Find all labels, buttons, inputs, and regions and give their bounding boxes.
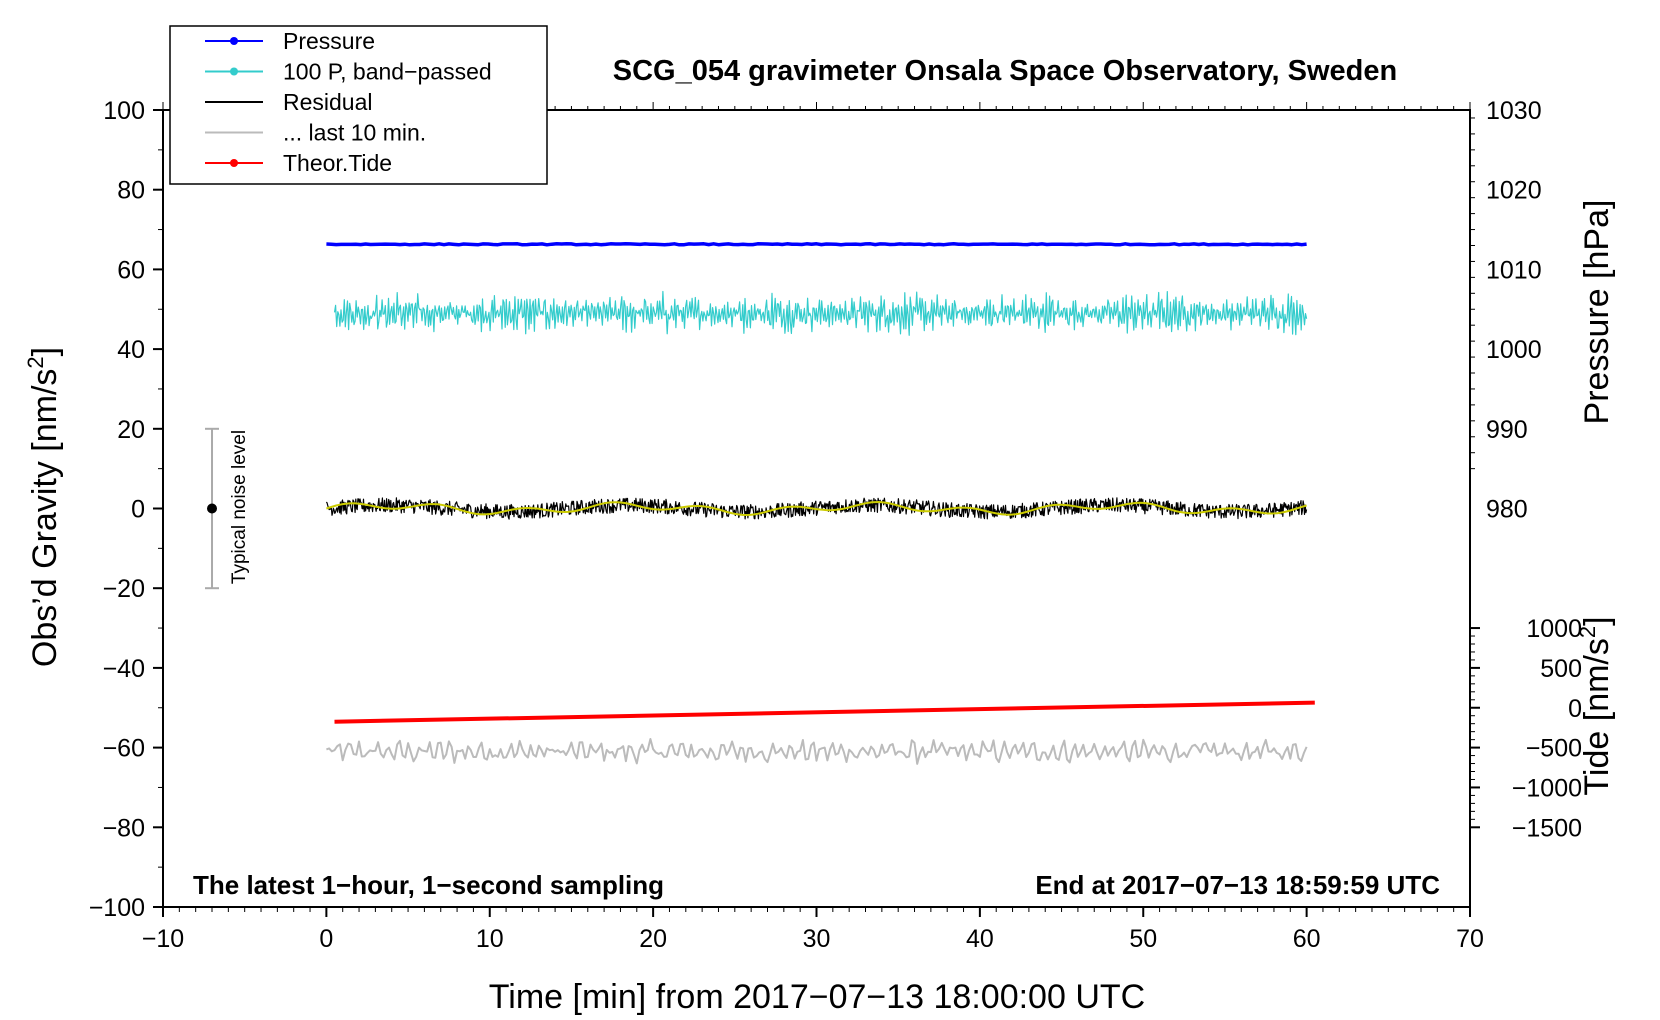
legend-marker <box>230 37 238 45</box>
x-tick-label: −10 <box>142 925 184 953</box>
tide-tick-label: −1500 <box>1512 814 1582 842</box>
y-tick-label: 100 <box>103 97 145 125</box>
y-axis-label-tide-sup: 2 <box>1575 626 1600 638</box>
y-tick-label: −60 <box>103 735 145 763</box>
legend-label: Theor.Tide <box>283 150 392 176</box>
legend-label: Residual <box>283 89 373 115</box>
pressure-tick-label: 1020 <box>1486 177 1542 205</box>
y-axis-label-tide: Tide [nm/s2] <box>1575 616 1616 795</box>
tide-tick-label: 500 <box>1540 655 1582 683</box>
pressure-tick-label: 1010 <box>1486 256 1542 284</box>
series-band-passed <box>333 290 1308 336</box>
y-axis-label-left-main: Obs’d Gravity [nm/s <box>26 369 64 668</box>
y-tick-label: 40 <box>117 336 145 364</box>
x-tick-label: 0 <box>319 925 333 953</box>
y-tick-label: −40 <box>103 655 145 683</box>
series-pressure <box>326 242 1307 247</box>
chart-title: SCG_054 gravimeter Onsala Space Observat… <box>613 55 1397 87</box>
y-tick-label: 20 <box>117 416 145 444</box>
y-tick-label: 0 <box>131 496 145 524</box>
pressure-tick-label: 980 <box>1486 496 1528 524</box>
note-left: The latest 1−hour, 1−second sampling <box>193 870 664 900</box>
legend-label: ... last 10 min. <box>283 120 426 146</box>
y-axis-label-tide-end: ] <box>1578 616 1616 625</box>
y-axis-label-left-sup: 2 <box>23 356 48 368</box>
axes-layer: −10 0 10 20 30 40 50 60 70−100−80−60−40−20020406… <box>89 97 1582 953</box>
series-residual-smoothed <box>326 501 1307 516</box>
y-tick-label: −80 <box>103 814 145 842</box>
x-tick-label: 60 <box>1293 925 1321 953</box>
y-tick-label: −20 <box>103 575 145 603</box>
y-tick-label: 80 <box>117 177 145 205</box>
noise-label: Typical noise level <box>229 430 250 584</box>
tide-tick-label: −1000 <box>1512 774 1582 802</box>
legend-marker <box>230 159 238 167</box>
legend-box <box>169 25 548 185</box>
y-axis-label-pressure: Pressure [hPa] <box>1578 200 1616 425</box>
x-tick-label: 70 <box>1456 925 1484 953</box>
x-axis-label: Time [min] from 2017−07−13 18:00:00 UTC <box>489 978 1145 1016</box>
series-last-10-min <box>326 738 1308 765</box>
y-tick-label: 60 <box>117 256 145 284</box>
y-tick-label: −100 <box>89 894 145 922</box>
legend-marker <box>230 67 238 76</box>
legend: Pressure 100 P, band−passed Residual ... la… <box>169 25 548 185</box>
x-tick-label: 20 <box>639 925 667 953</box>
x-tick-label: 30 <box>803 925 831 953</box>
tide-tick-label: 1000 <box>1526 615 1582 643</box>
x-tick-label: 50 <box>1129 925 1157 953</box>
noise-indicator <box>205 427 220 590</box>
tide-tick-label: 0 <box>1568 695 1582 723</box>
noise-center-dot <box>207 503 218 514</box>
series-theor-tide <box>334 700 1315 724</box>
note-right: End at 2017−07−13 18:59:59 UTC <box>1035 870 1440 900</box>
tide-tick-label: −500 <box>1526 735 1582 763</box>
legend-label: Pressure <box>283 28 375 54</box>
pressure-tick-label: 1030 <box>1486 97 1542 125</box>
y-axis-label-left-end: ] <box>26 347 64 356</box>
y-axis-label-tide-main: Tide [nm/s <box>1578 638 1616 795</box>
pressure-tick-label: 990 <box>1486 416 1528 444</box>
legend-label: 100 P, band−passed <box>283 59 492 85</box>
x-tick-label: 40 <box>966 925 994 953</box>
x-tick-label: 10 <box>476 925 504 953</box>
y-axis-label-left: Obs’d Gravity [nm/s2] <box>23 347 64 667</box>
pressure-tick-label: 1000 <box>1486 336 1542 364</box>
series-layer <box>325 242 1315 765</box>
